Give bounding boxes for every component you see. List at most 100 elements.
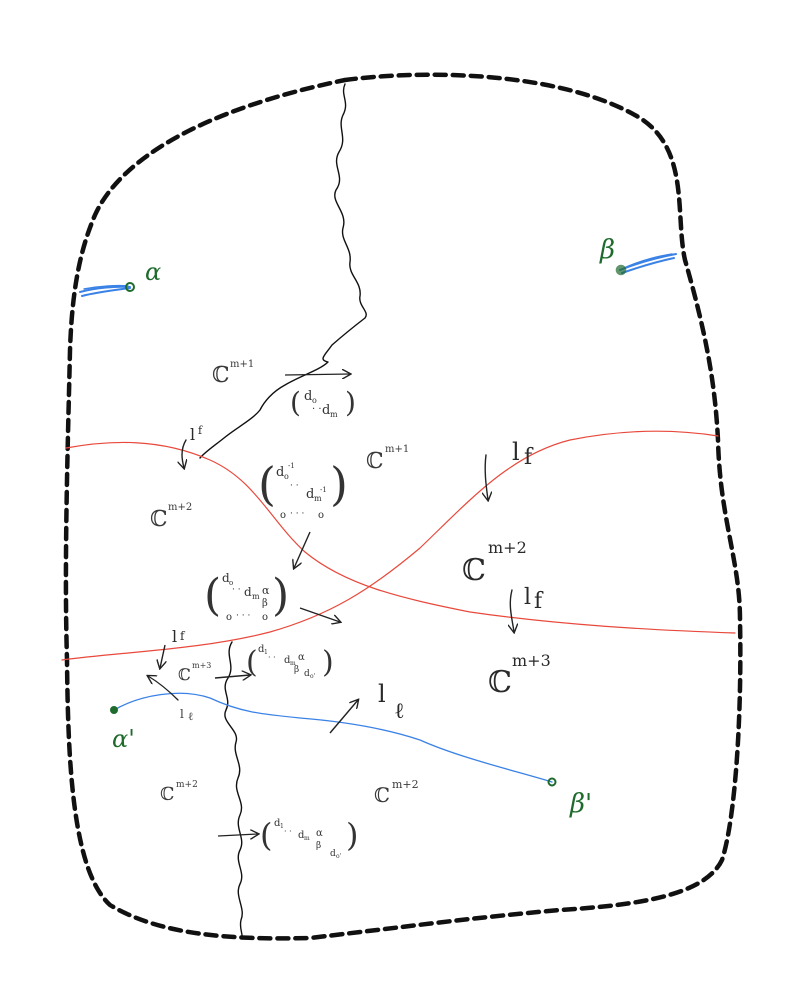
arrow-down-to-m3 <box>294 531 311 568</box>
svg-text:β: β <box>262 598 268 609</box>
svg-text:m: m <box>314 494 322 503</box>
svg-text:m+3: m+3 <box>192 661 211 670</box>
arrow-up-ll-small <box>148 676 179 701</box>
svg-text:m+3: m+3 <box>512 651 551 670</box>
svg-text:f: f <box>534 589 544 614</box>
svg-text:d: d <box>222 571 230 585</box>
svg-text:d: d <box>276 465 284 480</box>
svg-text:l: l <box>524 585 531 610</box>
blue-strokes-alpha <box>79 284 131 297</box>
blue-strokes-beta <box>619 253 677 274</box>
label-beta-prime: β' <box>569 789 592 819</box>
matrix-m1: ( d o · · d m ) <box>290 386 356 419</box>
svg-text:o: o <box>284 472 289 481</box>
svg-text:· ·: · · <box>312 404 322 415</box>
svg-text:m: m <box>252 592 260 601</box>
svg-text:o: o <box>229 579 233 587</box>
svg-text:l: l <box>172 627 177 646</box>
arrow-bottom-matrix <box>217 834 258 836</box>
svg-text:f: f <box>198 424 203 437</box>
svg-text:d: d <box>274 818 281 829</box>
svg-text:): ) <box>346 816 358 854</box>
svg-text:ℂ: ℂ <box>160 784 174 805</box>
point-alpha-prime <box>110 706 118 714</box>
svg-text:d: d <box>304 389 312 404</box>
svg-text:α: α <box>262 584 270 597</box>
arrow-top-right <box>284 374 350 375</box>
svg-text:o: o <box>312 396 317 405</box>
region-c-m3-right: ℂ m+3 <box>488 651 551 700</box>
arrow-ll-large <box>329 700 358 734</box>
svg-text:): ) <box>272 570 289 621</box>
region-c-m2-bottom-left: ℂ m+2 <box>160 780 198 805</box>
svg-text:d: d <box>330 849 336 859</box>
svg-text:d: d <box>284 655 291 666</box>
svg-text:· ·: · · <box>232 585 241 595</box>
svg-text:o: o <box>226 612 232 623</box>
svg-text:ℓ: ℓ <box>394 699 405 724</box>
region-c-m1-mid-right: ℂ m+1 <box>366 444 409 474</box>
svg-text:l: l <box>190 425 195 444</box>
svg-text:β: β <box>294 665 299 675</box>
matrix-m3: ( d o · · d m α β o · · · o ) <box>204 570 289 623</box>
matrix-m2: ( d o -1 · · d m -1 o · · · o ) <box>258 457 348 521</box>
svg-text:d: d <box>306 487 314 502</box>
svg-text:1: 1 <box>280 823 284 830</box>
svg-text:(: ( <box>290 386 301 419</box>
svg-text:· ·: · · <box>284 827 292 836</box>
svg-text:f: f <box>180 629 186 643</box>
matrix-m5: ( d 1 · · d m α β d o' ) <box>260 816 358 860</box>
svg-text:o': o' <box>310 673 316 680</box>
svg-text:d: d <box>258 644 265 655</box>
svg-text:-1: -1 <box>288 462 295 470</box>
svg-text:α: α <box>298 652 305 663</box>
svg-text:m+2: m+2 <box>176 780 198 790</box>
label-lf-right-upper: l f <box>512 438 534 470</box>
svg-text:m+2: m+2 <box>488 538 527 557</box>
svg-text:f: f <box>524 445 534 470</box>
arrow-down-lf-lower-left <box>160 644 165 668</box>
region-c-m2-right: ℂ m+2 <box>462 538 527 588</box>
svg-text:1: 1 <box>264 649 268 656</box>
label-ll-large: l ℓ <box>378 680 405 724</box>
svg-text:): ) <box>322 645 334 680</box>
svg-text:· · ·: · · · <box>290 509 304 519</box>
blue-curve-alpha-prime-beta-prime <box>113 692 553 783</box>
region-boundary <box>63 72 743 941</box>
arrow-lf-upper-left <box>182 439 186 468</box>
upper-cut-line <box>199 83 367 459</box>
svg-text:ℂ: ℂ <box>366 449 384 474</box>
svg-text:d: d <box>298 830 305 841</box>
svg-text:d: d <box>304 669 310 679</box>
svg-text:-1: -1 <box>320 486 327 494</box>
label-lf-right-lower: l f <box>524 585 544 614</box>
svg-text:· ·: · · <box>290 481 299 491</box>
svg-text:o: o <box>280 510 286 521</box>
region-c-m1-top-left: ℂ m+1 <box>212 359 254 388</box>
svg-text:o: o <box>262 612 268 623</box>
svg-text:· ·: · · <box>268 653 276 662</box>
svg-text:d: d <box>244 585 252 599</box>
label-alpha-prime: α' <box>112 725 135 753</box>
arrow-lf-right-upper <box>485 454 488 500</box>
arrow-lf-right-lower <box>510 589 514 632</box>
svg-text:ℂ: ℂ <box>150 507 168 532</box>
svg-text:d: d <box>322 403 330 418</box>
svg-text:m+1: m+1 <box>230 359 254 370</box>
svg-text:β: β <box>316 841 321 851</box>
svg-text:(: ( <box>246 645 258 680</box>
svg-text:o': o' <box>336 853 342 860</box>
svg-text:m+2: m+2 <box>392 778 419 791</box>
svg-text:l: l <box>378 680 386 708</box>
svg-text:m: m <box>330 410 338 419</box>
red-curve-descending <box>65 441 736 634</box>
region-c-m3-center: ℂ m+3 <box>178 661 211 684</box>
label-lf-upper-left: l f <box>190 424 203 444</box>
red-curve-ascending <box>61 430 719 661</box>
arrow-right-from-m3 <box>299 607 340 622</box>
svg-text:m+1: m+1 <box>385 444 409 455</box>
svg-text:(: ( <box>260 816 272 854</box>
svg-text:ℂ: ℂ <box>178 665 191 684</box>
svg-text:m+2: m+2 <box>168 502 192 513</box>
lower-cut-line <box>224 641 243 939</box>
